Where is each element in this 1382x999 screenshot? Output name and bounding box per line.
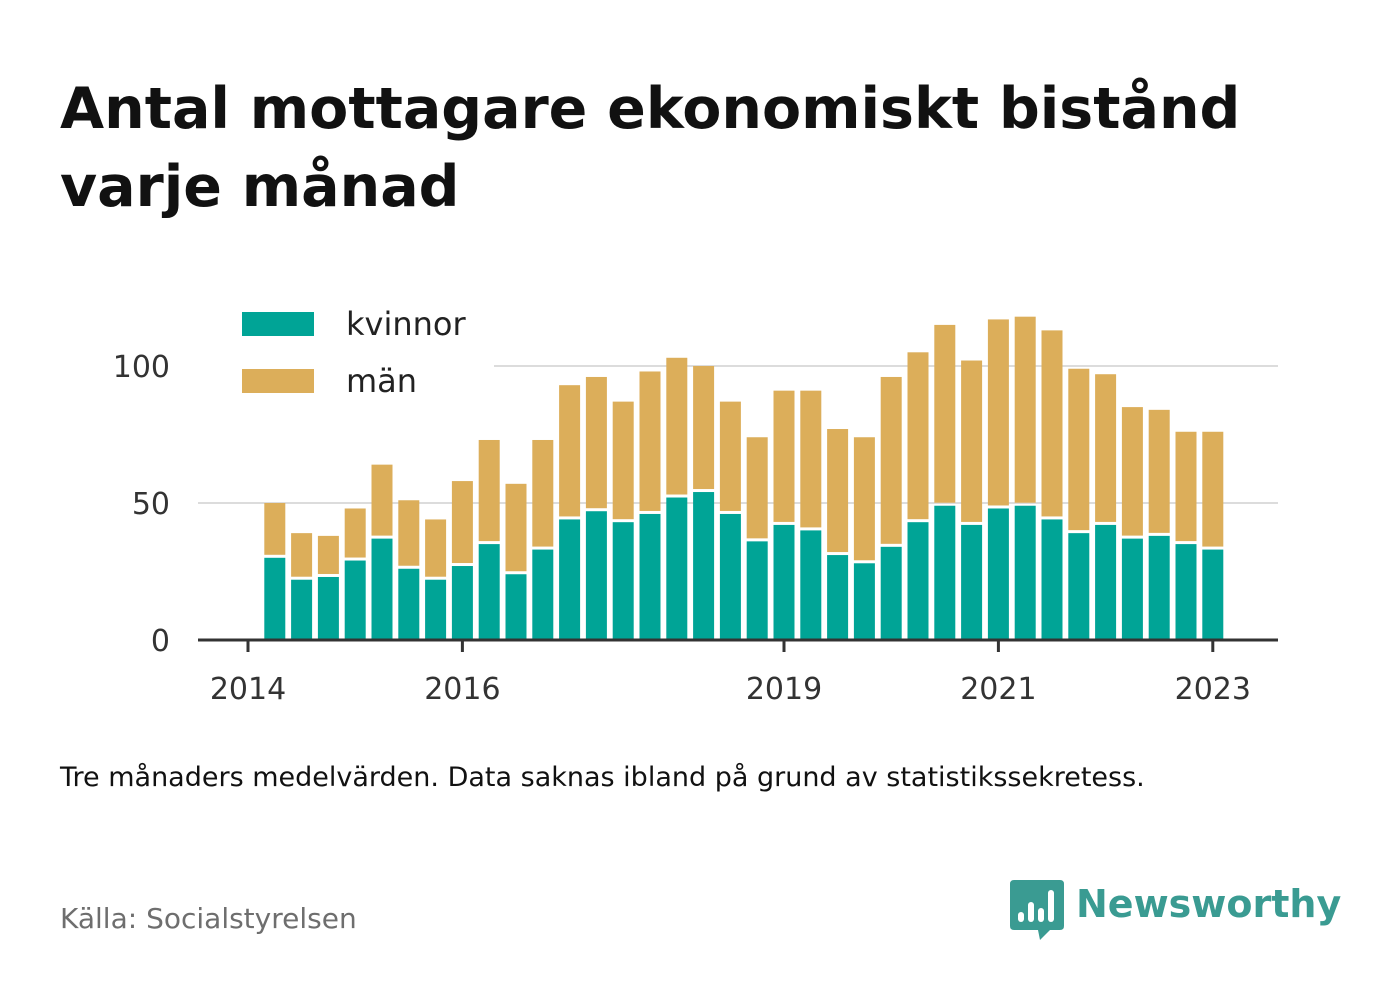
bar-kvinnor-2022-01 <box>1095 524 1117 640</box>
bar-män-2020-07 <box>934 324 956 503</box>
bar-män-2014-07 <box>291 533 313 577</box>
bar-kvinnor-2022-04 <box>1121 538 1143 640</box>
bar-män-2020-01 <box>880 376 902 544</box>
bar-kvinnor-2014-10 <box>317 576 339 640</box>
bar-män-2015-01 <box>344 508 366 558</box>
bar-kvinnor-2015-04 <box>371 538 393 640</box>
bar-kvinnor-2020-07 <box>934 505 956 640</box>
bar-män-2015-10 <box>425 519 447 577</box>
y-tick-label: 0 <box>151 624 170 659</box>
bar-män-2020-04 <box>907 352 929 520</box>
x-tick-label: 2021 <box>960 672 1036 707</box>
bar-kvinnor-2014-04 <box>264 557 286 640</box>
bar-män-2019-07 <box>827 429 849 553</box>
bar-kvinnor-2016-07 <box>505 574 527 640</box>
bar-kvinnor-2015-10 <box>425 579 447 640</box>
bar-kvinnor-2019-04 <box>800 530 822 640</box>
bar-män-2017-07 <box>612 401 634 520</box>
bar-kvinnor-2020-10 <box>961 524 983 640</box>
x-tick-label: 2014 <box>210 672 286 707</box>
bar-män-2021-01 <box>987 319 1009 506</box>
bar-kvinnor-2023-01 <box>1202 549 1224 640</box>
bar-chart-speech-bubble-icon <box>1010 880 1064 940</box>
bar-kvinnor-2018-07 <box>719 513 741 640</box>
x-tick-label: 2023 <box>1175 672 1251 707</box>
bar-kvinnor-2017-07 <box>612 522 634 640</box>
bar-kvinnor-2021-10 <box>1068 533 1090 640</box>
bar-män-2016-04 <box>478 439 500 542</box>
bar-män-2021-04 <box>1014 316 1036 503</box>
bar-kvinnor-2017-04 <box>585 511 607 640</box>
chart-title: Antal mottagare ekonomiskt bistånd varje… <box>60 76 1241 220</box>
bar-kvinnor-2016-10 <box>532 549 554 640</box>
bar-män-2022-04 <box>1121 407 1143 536</box>
bar-män-2019-10 <box>853 437 875 561</box>
bar-män-2018-01 <box>666 357 688 495</box>
bar-män-2018-04 <box>693 366 715 490</box>
bar-kvinnor-2022-07 <box>1148 535 1170 640</box>
bar-män-2020-10 <box>961 360 983 522</box>
bar-män-2014-10 <box>317 535 339 574</box>
bar-män-2015-04 <box>371 464 393 536</box>
x-tick-label: 2019 <box>746 672 822 707</box>
bar-män-2017-04 <box>585 376 607 509</box>
bar-män-2019-04 <box>800 390 822 528</box>
bar-kvinnor-2018-10 <box>746 541 768 640</box>
bar-män-2018-07 <box>719 401 741 511</box>
bar-män-2016-07 <box>505 483 527 572</box>
bar-kvinnor-2016-04 <box>478 544 500 640</box>
bar-män-2016-01 <box>451 481 473 564</box>
bar-män-2022-01 <box>1095 374 1117 522</box>
y-tick-label: 50 <box>132 487 170 522</box>
bar-män-2022-07 <box>1148 409 1170 533</box>
bar-kvinnor-2019-10 <box>853 563 875 640</box>
bar-män-2023-01 <box>1202 431 1224 547</box>
bar-kvinnor-2020-01 <box>880 546 902 640</box>
bar-män-2021-07 <box>1041 330 1063 517</box>
bar-kvinnor-2022-10 <box>1175 544 1197 640</box>
bar-kvinnor-2016-01 <box>451 566 473 640</box>
bar-män-2018-10 <box>746 437 768 539</box>
bar-kvinnor-2021-01 <box>987 508 1009 640</box>
bar-män-2017-01 <box>559 385 581 517</box>
bar-män-2015-07 <box>398 500 420 566</box>
bar-män-2016-10 <box>532 439 554 547</box>
bar-kvinnor-2018-04 <box>693 492 715 640</box>
legend-label-kvinnor: kvinnor <box>346 305 467 343</box>
bar-män-2022-10 <box>1175 431 1197 542</box>
bar-kvinnor-2019-01 <box>773 524 795 640</box>
bar-kvinnor-2018-01 <box>666 497 688 640</box>
legend: kvinnor män <box>196 300 494 410</box>
bar-kvinnor-2017-10 <box>639 513 661 640</box>
bar-män-2014-04 <box>264 503 286 555</box>
y-tick-label: 100 <box>113 350 170 385</box>
bar-män-2019-01 <box>773 390 795 522</box>
legend-swatch-män <box>242 369 314 393</box>
bar-kvinnor-2015-01 <box>344 560 366 640</box>
brand-logo: Newsworthy <box>1010 878 1341 942</box>
bar-kvinnor-2015-07 <box>398 568 420 640</box>
bars <box>264 316 1224 640</box>
bar-kvinnor-2017-01 <box>559 519 581 640</box>
bar-kvinnor-2019-07 <box>827 555 849 640</box>
bar-kvinnor-2021-07 <box>1041 519 1063 640</box>
chart-note: Tre månaders medelvärden. Data saknas ib… <box>60 762 1145 793</box>
source-label: Källa: Socialstyrelsen <box>60 902 357 935</box>
bar-män-2021-10 <box>1068 368 1090 531</box>
legend-swatch-kvinnor <box>242 312 314 336</box>
bar-män-2017-10 <box>639 371 661 511</box>
x-tick-label: 2016 <box>424 672 500 707</box>
brand-name: Newsworthy <box>1076 882 1342 926</box>
axes: 0 50 100 2014 2016 2019 2021 2023 <box>113 350 1278 707</box>
bar-kvinnor-2020-04 <box>907 522 929 640</box>
legend-label-män: män <box>346 362 417 400</box>
bar-kvinnor-2014-07 <box>291 579 313 640</box>
bar-kvinnor-2021-04 <box>1014 505 1036 640</box>
